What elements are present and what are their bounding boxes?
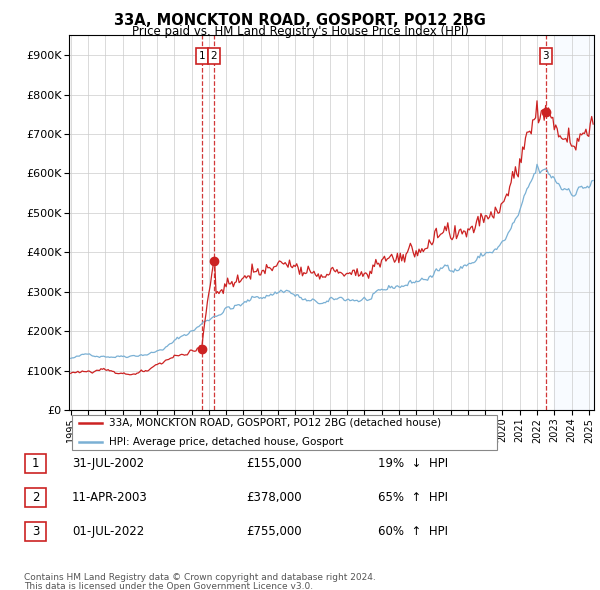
- FancyBboxPatch shape: [25, 488, 46, 507]
- Text: 2: 2: [211, 51, 217, 61]
- Text: 3: 3: [542, 51, 549, 61]
- Text: 31-JUL-2002: 31-JUL-2002: [72, 457, 144, 470]
- Text: This data is licensed under the Open Government Licence v3.0.: This data is licensed under the Open Gov…: [24, 582, 313, 590]
- Text: 33A, MONCKTON ROAD, GOSPORT, PO12 2BG: 33A, MONCKTON ROAD, GOSPORT, PO12 2BG: [114, 13, 486, 28]
- Text: £755,000: £755,000: [246, 525, 302, 538]
- Text: Price paid vs. HM Land Registry's House Price Index (HPI): Price paid vs. HM Land Registry's House …: [131, 25, 469, 38]
- Text: Contains HM Land Registry data © Crown copyright and database right 2024.: Contains HM Land Registry data © Crown c…: [24, 573, 376, 582]
- Text: £378,000: £378,000: [246, 491, 302, 504]
- Text: 01-JUL-2022: 01-JUL-2022: [72, 525, 144, 538]
- FancyBboxPatch shape: [25, 454, 46, 473]
- FancyBboxPatch shape: [73, 415, 497, 450]
- FancyBboxPatch shape: [25, 522, 46, 541]
- Text: 11-APR-2003: 11-APR-2003: [72, 491, 148, 504]
- Text: 1: 1: [32, 457, 39, 470]
- Text: 3: 3: [32, 525, 39, 538]
- Text: HPI: Average price, detached house, Gosport: HPI: Average price, detached house, Gosp…: [109, 437, 343, 447]
- Text: 65%  ↑  HPI: 65% ↑ HPI: [378, 491, 448, 504]
- Text: 33A, MONCKTON ROAD, GOSPORT, PO12 2BG (detached house): 33A, MONCKTON ROAD, GOSPORT, PO12 2BG (d…: [109, 418, 441, 428]
- Text: 19%  ↓  HPI: 19% ↓ HPI: [378, 457, 448, 470]
- Text: £155,000: £155,000: [246, 457, 302, 470]
- Text: 60%  ↑  HPI: 60% ↑ HPI: [378, 525, 448, 538]
- Text: 2: 2: [32, 491, 39, 504]
- Text: 1: 1: [199, 51, 205, 61]
- Bar: [554, 35, 594, 410]
